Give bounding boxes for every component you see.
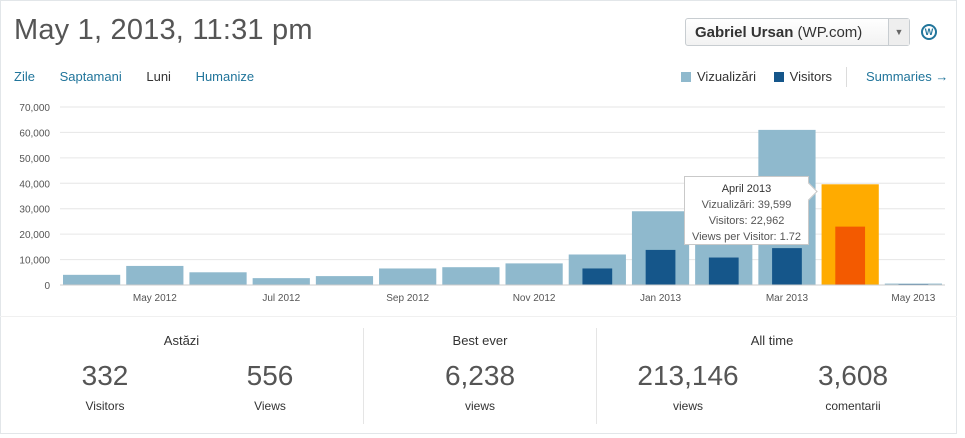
site-selector[interactable]: Gabriel Ursan (WP.com) ▼ bbox=[685, 18, 910, 46]
site-selector-label: Gabriel Ursan (WP.com) bbox=[695, 24, 862, 41]
site-suffix: (WP.com) bbox=[797, 24, 863, 41]
arrow-right-icon: → bbox=[935, 69, 949, 84]
x-tick-label: May 2013 bbox=[891, 293, 935, 304]
bar-visitors bbox=[582, 268, 613, 285]
today-visitors-value: 332 bbox=[81, 360, 129, 391]
alltime-views-value: 213,146 bbox=[637, 360, 739, 391]
wordpress-icon[interactable]: W bbox=[921, 24, 937, 40]
best-heading: Best ever bbox=[452, 333, 508, 348]
x-tick-label: Mar 2013 bbox=[766, 293, 809, 304]
legend-divider bbox=[846, 67, 847, 87]
tab-weeks[interactable]: Saptamani bbox=[59, 69, 122, 84]
chart-legend: Vizualizări Visitors bbox=[681, 69, 846, 84]
y-tick-label: 60,000 bbox=[19, 128, 50, 139]
today-visitors-label: Visitors bbox=[85, 399, 125, 413]
bar-views bbox=[63, 274, 121, 285]
legend-visitors: Visitors bbox=[773, 69, 833, 84]
legend-visitors-label: Visitors bbox=[789, 69, 833, 84]
tooltip-visitors: Visitors: 22,962 bbox=[708, 215, 785, 227]
x-tick-label: Jul 2012 bbox=[262, 293, 300, 304]
y-tick-label: 70,000 bbox=[19, 103, 50, 114]
bar-views bbox=[505, 263, 563, 285]
y-tick-label: 50,000 bbox=[19, 154, 50, 165]
alltime-comments-value: 3,608 bbox=[817, 360, 889, 391]
today-heading: Astăzi bbox=[163, 333, 200, 348]
y-tick-label: 20,000 bbox=[19, 230, 50, 241]
alltime-heading: All time bbox=[750, 333, 794, 348]
bar-views bbox=[252, 278, 310, 285]
bar-visitors bbox=[772, 248, 802, 285]
chart-tooltip: April 2013 Vizualizări: 39,599 Visitors:… bbox=[684, 176, 818, 245]
period-tabs: Zile Saptamani Luni Humanize bbox=[14, 69, 275, 84]
y-tick-label: 30,000 bbox=[19, 205, 50, 216]
y-tick-label: 0 bbox=[44, 281, 50, 292]
legend-views-label: Vizualizări bbox=[697, 69, 757, 84]
alltime-comments-label: comentarii bbox=[825, 399, 881, 413]
site-name: Gabriel Ursan bbox=[695, 24, 794, 41]
summaries-link[interactable]: Summaries → bbox=[866, 69, 948, 84]
today-views-label: Views bbox=[254, 399, 286, 413]
y-tick-label: 40,000 bbox=[19, 179, 50, 190]
bar-visitors bbox=[835, 226, 866, 285]
bar-views bbox=[315, 276, 374, 285]
x-tick-label: Jan 2013 bbox=[640, 293, 682, 304]
bar-views bbox=[442, 267, 500, 285]
stats-divider bbox=[0, 316, 957, 317]
x-tick-label: May 2012 bbox=[133, 293, 177, 304]
best-value: 6,238 bbox=[444, 360, 516, 391]
today-views-value: 556 bbox=[246, 360, 294, 391]
tooltip-ratio: Views per Visitor: 1.72 bbox=[691, 231, 802, 243]
stats-column-divider bbox=[363, 328, 364, 424]
legend-views: Vizualizări bbox=[681, 69, 756, 84]
monthly-bar-chart: 0 10,000 20,000 30,000 40,000 50,000 60,000 70,… bbox=[19, 103, 945, 304]
alltime-views-label: views bbox=[672, 399, 703, 413]
legend-visitors-swatch bbox=[773, 72, 784, 82]
bar-views bbox=[189, 272, 247, 285]
best-label: views bbox=[464, 399, 495, 413]
tooltip-views: Vizualizări: 39,599 bbox=[701, 199, 792, 211]
x-tick-label: Sep 2012 bbox=[386, 293, 429, 304]
legend-views-swatch bbox=[681, 72, 691, 82]
y-tick-label: 10,000 bbox=[19, 256, 50, 267]
bar-visitors bbox=[708, 257, 739, 285]
tab-months[interactable]: Luni bbox=[146, 69, 171, 84]
bar-visitors bbox=[645, 249, 676, 285]
chevron-down-icon[interactable]: ▼ bbox=[888, 19, 909, 45]
summaries-label: Summaries bbox=[866, 69, 932, 84]
tooltip-title: April 2013 bbox=[721, 183, 772, 195]
bar-views bbox=[126, 265, 184, 285]
tab-days[interactable]: Zile bbox=[14, 69, 35, 84]
page-title: May 1, 2013, 11:31 pm bbox=[14, 14, 313, 46]
tab-humanize[interactable]: Humanize bbox=[195, 69, 255, 84]
bar-views bbox=[379, 268, 437, 285]
x-tick-label: Nov 2012 bbox=[513, 293, 556, 304]
stats-column-divider bbox=[596, 328, 597, 424]
